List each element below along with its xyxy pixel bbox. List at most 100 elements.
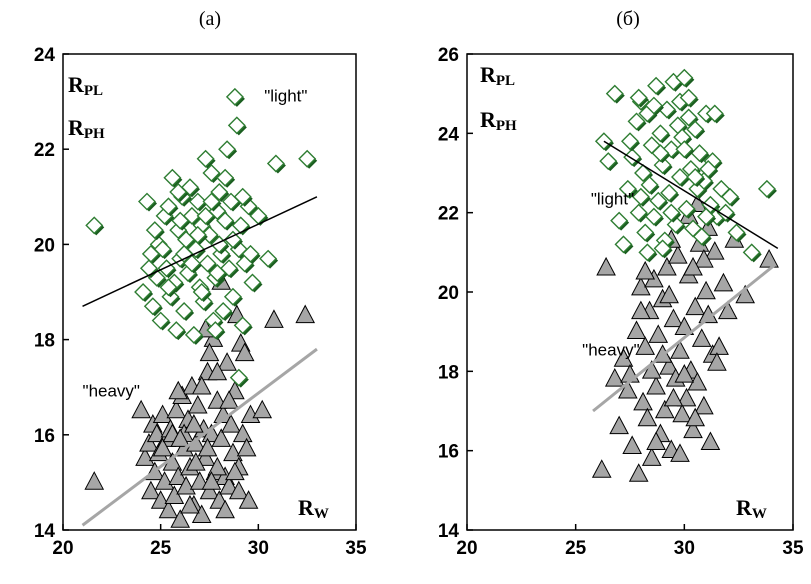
triangle-point <box>199 342 220 362</box>
triangle-point <box>759 248 779 268</box>
diamond-point <box>85 216 104 235</box>
diamond-point <box>233 316 252 335</box>
diamond-point <box>629 88 648 107</box>
x-tick-label: 30 <box>248 538 269 559</box>
triangle-point <box>207 361 228 381</box>
diamond-point <box>169 183 188 202</box>
diamond-point <box>742 243 761 262</box>
triangle-point <box>648 324 669 343</box>
trendline-light <box>82 196 318 307</box>
triangle-point <box>628 463 649 482</box>
triangle-point <box>663 308 684 328</box>
triangle-point <box>694 248 714 268</box>
triangle-point <box>168 466 189 485</box>
diamond-point <box>636 223 655 242</box>
triangle-point <box>141 480 161 500</box>
diamond-point <box>679 108 698 127</box>
annotation-label: "light" <box>264 87 307 106</box>
diamond-point <box>629 203 648 222</box>
diamond-point <box>175 244 194 263</box>
annotation-label: "light" <box>591 190 634 209</box>
series-heavy <box>591 193 779 482</box>
y-tick-label: 20 <box>438 283 459 304</box>
diamond-point <box>621 132 639 151</box>
diamond-point <box>638 243 657 262</box>
diamond-point <box>143 297 162 316</box>
diamond-point <box>233 187 252 206</box>
diamond-point <box>640 175 659 194</box>
triangle-point <box>225 461 245 481</box>
diamond-point <box>145 221 164 240</box>
diamond-point <box>206 321 225 340</box>
triangle-point <box>657 256 677 276</box>
diamond-point <box>229 368 248 387</box>
triangle-point <box>234 342 255 362</box>
triangle-point <box>252 399 273 419</box>
trendline-heavy <box>81 347 318 527</box>
triangle-point <box>170 509 191 528</box>
triangle-point <box>228 480 249 500</box>
triangle-point <box>139 433 159 452</box>
plot-frame <box>62 53 357 531</box>
diamond-point <box>241 244 260 263</box>
diamond-point <box>690 144 709 163</box>
triangle-point <box>685 296 706 316</box>
diamond-point <box>660 183 679 202</box>
corner-label-pl: RPL <box>68 72 103 99</box>
triangle-point <box>646 431 666 451</box>
triangle-point <box>609 415 629 435</box>
y-tick-label: 22 <box>438 204 459 225</box>
diamond-point <box>647 76 666 95</box>
triangle-point <box>717 300 738 320</box>
y-tick-label: 22 <box>34 140 55 161</box>
diamond-point <box>153 240 172 259</box>
panel-a: (a) 14 16 18 20 22 24 20 25 30 35 "light" "heavy" RPL… <box>34 8 367 559</box>
triangle-point <box>674 364 695 383</box>
triangle-point <box>696 280 716 300</box>
diamond-point <box>727 223 746 242</box>
triangle-point <box>596 256 616 276</box>
diamond-point <box>686 167 705 186</box>
diamond-point <box>679 88 698 107</box>
triangle-point <box>685 407 706 427</box>
diamond-point <box>157 259 176 278</box>
triangle-point <box>152 404 173 424</box>
triangle-point <box>295 304 316 324</box>
triangle-point <box>135 447 155 466</box>
diamond-point <box>202 192 221 211</box>
triangle-point <box>199 480 220 500</box>
diamond-point <box>644 96 663 115</box>
diamond-point <box>618 179 637 198</box>
diamond-point <box>614 235 633 254</box>
x-tick-label: 35 <box>782 538 804 559</box>
triangle-point <box>676 387 697 407</box>
x-tick-label: 20 <box>456 538 477 559</box>
corner-label-ph: RPH <box>68 115 105 142</box>
diamond-point <box>151 311 170 330</box>
diamond-point <box>720 187 739 206</box>
triangle-point <box>152 437 173 457</box>
series-light <box>594 68 777 263</box>
triangle-point <box>146 423 167 443</box>
triangle-point <box>158 499 179 519</box>
x-axis-label: RW <box>736 495 767 522</box>
triangle-point <box>211 428 232 447</box>
series-light <box>85 87 318 388</box>
diamond-point <box>675 68 694 87</box>
diamond-point <box>139 259 158 278</box>
triangle-point <box>617 379 638 399</box>
x-tick-label: 20 <box>52 538 73 559</box>
triangle-point <box>709 336 729 355</box>
triangle-point <box>131 399 151 419</box>
triangle-point <box>191 375 212 395</box>
triangle-point <box>670 340 690 359</box>
triangle-point <box>683 256 703 276</box>
diamond-point <box>188 225 207 244</box>
triangle-point <box>207 456 228 476</box>
diamond-point <box>227 116 246 135</box>
triangle-point <box>704 241 725 260</box>
x-tick-label: 35 <box>345 538 367 559</box>
triangle-point <box>219 475 239 495</box>
triangle-point <box>236 437 257 457</box>
triangle-point <box>694 395 714 415</box>
